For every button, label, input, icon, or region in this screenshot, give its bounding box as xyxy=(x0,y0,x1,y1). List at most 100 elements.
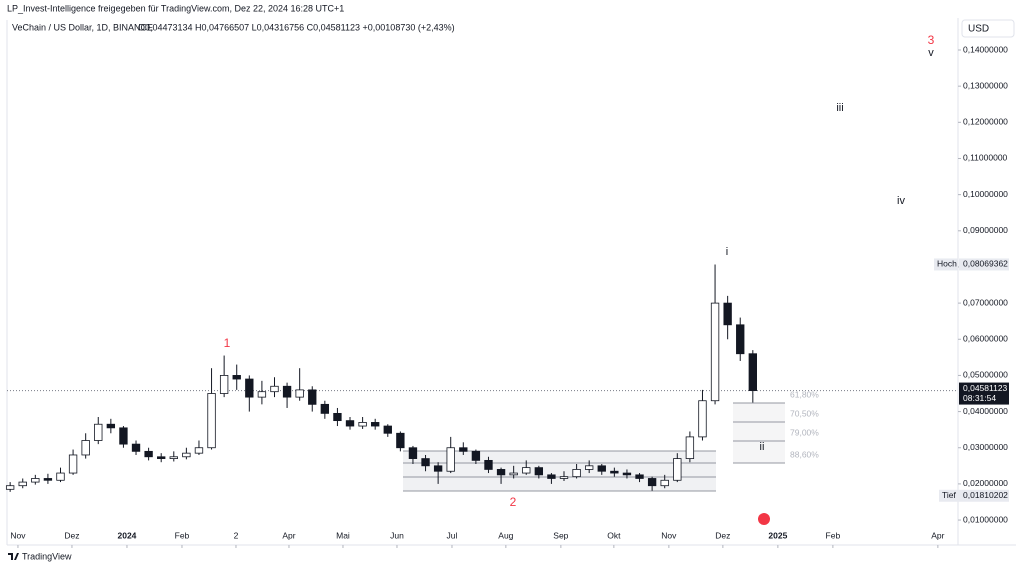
x-tick-label: Mai xyxy=(336,530,350,540)
candle-body xyxy=(635,474,644,479)
candle-body xyxy=(119,427,128,445)
legend: VeChain / US Dollar, 1D, BINANCE xyxy=(12,22,153,32)
fib-zone xyxy=(733,403,785,463)
y-tick-label: 0,06000000 xyxy=(963,334,1008,344)
y-tick-label: 0,07000000 xyxy=(963,297,1008,307)
candle-body xyxy=(534,467,544,476)
fib-label: 61,80% xyxy=(790,389,819,399)
candle-body xyxy=(169,456,178,459)
price-countdown: 08:31:54 xyxy=(963,393,996,403)
candle-body xyxy=(572,469,581,478)
high-name: Hoch xyxy=(937,259,957,269)
x-tick-label: Feb xyxy=(826,530,841,540)
x-tick-label: Jul xyxy=(447,530,458,540)
y-tick-label: 0,02000000 xyxy=(963,478,1008,488)
currency[interactable]: USD xyxy=(968,24,989,35)
candle-body xyxy=(219,375,229,394)
wave-label: 1 xyxy=(224,336,231,350)
y-tick-label: 0,13000000 xyxy=(963,80,1008,90)
candle-body xyxy=(647,478,657,487)
x-tick-label: Aug xyxy=(498,530,513,540)
candle-body xyxy=(585,465,594,470)
x-tick-label: Nov xyxy=(10,530,26,540)
y-tick-label: 0,01000000 xyxy=(963,514,1008,524)
candle-body xyxy=(597,465,606,472)
candle-body xyxy=(610,470,619,474)
candle-body xyxy=(295,389,304,398)
wave-label: 3 xyxy=(928,33,935,47)
candle-body xyxy=(43,478,53,481)
candle-body xyxy=(18,481,27,487)
candle-body xyxy=(484,459,493,470)
wave-label: iii xyxy=(836,102,843,114)
high-marker-label: 0,08069362 xyxy=(963,259,1008,269)
currency-button[interactable] xyxy=(961,19,1015,38)
candle-body xyxy=(522,467,531,474)
ohlc-legend: O0,04473134 H0,04766507 L0,04316756 C0,0… xyxy=(138,22,455,32)
wave-label: v xyxy=(928,47,934,59)
candle-body xyxy=(358,422,367,427)
x-tick-label: Okt xyxy=(607,530,621,540)
candle-body xyxy=(31,478,40,483)
x-tick-label: 2025 xyxy=(768,530,787,540)
candle-body xyxy=(94,423,103,441)
candle-body xyxy=(144,450,153,458)
candle-body xyxy=(383,425,392,434)
candle-body xyxy=(320,403,330,414)
wave-label: 2 xyxy=(510,495,517,509)
candle-body xyxy=(698,400,707,438)
candle-body xyxy=(56,472,65,481)
candle-body xyxy=(559,476,569,479)
x-tick-label: Feb xyxy=(175,530,190,540)
candle-body xyxy=(547,474,556,479)
candle-body xyxy=(710,302,720,402)
x-tick-label: Dez xyxy=(64,530,79,540)
candle-body xyxy=(182,452,191,458)
candle-body xyxy=(245,378,254,398)
candle-body xyxy=(459,447,468,452)
candle-body xyxy=(106,423,116,429)
candle-body xyxy=(748,353,757,391)
high-marker-box xyxy=(959,258,1009,271)
high-name-box xyxy=(934,258,958,271)
event-icon[interactable] xyxy=(758,513,770,525)
y-tick-label: 0,03000000 xyxy=(963,442,1008,452)
candle-body xyxy=(496,469,506,476)
candle-body xyxy=(68,454,78,474)
price-marker-box xyxy=(959,382,1009,405)
candle-body xyxy=(157,456,166,459)
low-marker-box xyxy=(959,489,1009,502)
candle-body xyxy=(81,440,90,456)
candle-body xyxy=(685,436,695,459)
x-tick-label: Jun xyxy=(390,530,404,540)
candle-body xyxy=(282,385,292,398)
logo-icon xyxy=(8,553,19,560)
x-tick-label: Dez xyxy=(715,530,730,540)
x-tick-label: Apr xyxy=(931,530,944,540)
candle-body xyxy=(207,393,216,449)
candle-body xyxy=(471,450,481,461)
candle-body xyxy=(232,375,241,380)
candle-body xyxy=(622,472,632,476)
fib-label: 88,60% xyxy=(790,449,819,459)
candle-body xyxy=(333,412,342,422)
x-tick-label: Apr xyxy=(282,530,295,540)
low-marker-label: 0,01810202 xyxy=(963,490,1008,500)
candle-body xyxy=(345,420,355,427)
candle-body xyxy=(446,447,455,472)
logo xyxy=(8,553,19,560)
candle-body xyxy=(396,432,405,449)
candle-body xyxy=(673,458,682,481)
x-tick-label: 2024 xyxy=(117,530,136,540)
candle-body xyxy=(371,422,380,427)
candle-body xyxy=(257,391,267,398)
header: LP_Invest-Intelligence freigegeben für T… xyxy=(7,3,344,13)
fib-label: 79,00% xyxy=(790,427,819,437)
candle-body xyxy=(723,302,732,326)
candle-body xyxy=(433,465,443,472)
low-name-box xyxy=(939,489,959,502)
candle-body xyxy=(421,458,430,467)
candle-body xyxy=(308,389,317,405)
y-tick-label: 0,10000000 xyxy=(963,189,1008,199)
